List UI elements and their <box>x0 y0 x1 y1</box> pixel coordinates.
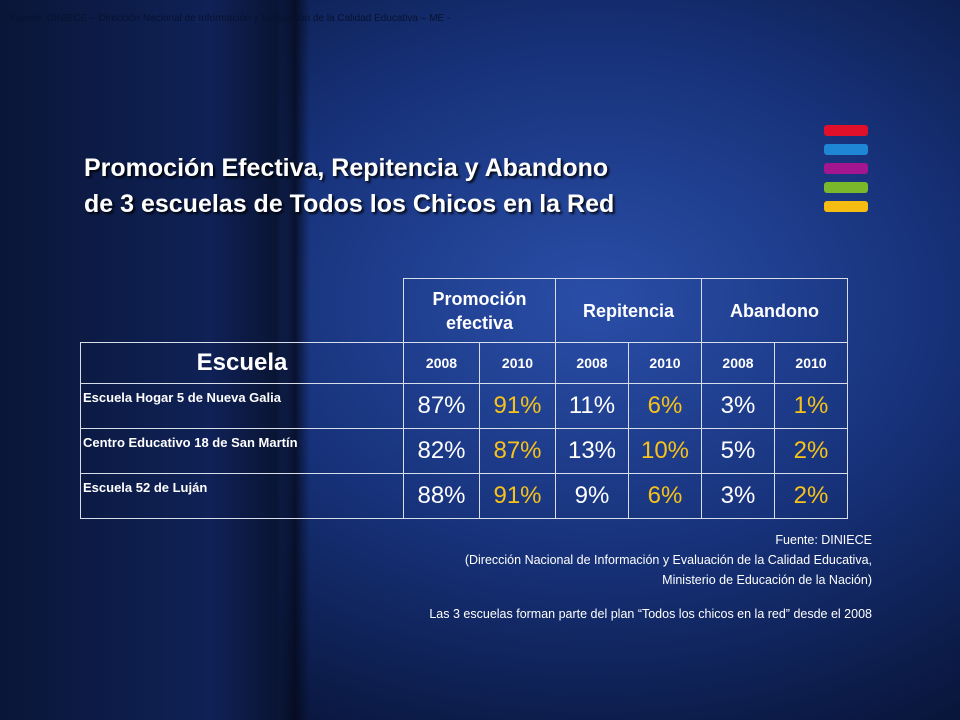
value-cell-2010: 6% <box>628 473 702 519</box>
table-row: Escuela 52 de Luján 88% 91% 9% 6% 3% 2% <box>80 473 848 519</box>
school-name: Escuela 52 de Luján <box>80 473 404 519</box>
value-cell: 13% <box>555 428 629 474</box>
value-cell-2010: 2% <box>774 428 848 474</box>
source-line-4: Las 3 escuelas forman parte del plan “To… <box>429 607 872 621</box>
logo-bar-red <box>824 125 868 136</box>
value-cell: 5% <box>701 428 775 474</box>
value-cell-2010: 1% <box>774 383 848 429</box>
header-abandono: Abandono <box>701 278 848 343</box>
source-gap <box>429 590 872 604</box>
value-cell: 88% <box>403 473 480 519</box>
logo-bar-purple <box>824 163 868 174</box>
title-line-2: de 3 escuelas de Todos los Chicos en la … <box>84 190 615 218</box>
value-cell: 3% <box>701 383 775 429</box>
value-cell: 11% <box>555 383 629 429</box>
slide-title: Promoción Efectiva, Repitencia y Abandon… <box>84 150 724 222</box>
value-cell: 82% <box>403 428 480 474</box>
source-line-2: (Dirección Nacional de Información y Eva… <box>464 553 872 567</box>
top-source-note: Fuente: DINIECE – Dirección Nacional de … <box>10 13 451 24</box>
table-row: Centro Educativo 18 de San Martín 82% 87… <box>80 428 848 474</box>
header-repitencia: Repitencia <box>555 278 702 343</box>
logo-bar-yellow <box>824 201 868 212</box>
year-cell: 2010 <box>628 342 702 384</box>
color-bars-logo <box>824 125 868 220</box>
value-cell: 87% <box>403 383 480 429</box>
source-line-3: Ministerio de Educación de la Nación) <box>662 573 872 587</box>
value-cell-2010: 87% <box>479 428 556 474</box>
value-cell-2010: 91% <box>479 473 556 519</box>
school-name: Escuela Hogar 5 de Nueva Galia <box>80 383 404 429</box>
title-line-1: Promoción Efectiva, Repitencia y Abandon… <box>84 154 609 182</box>
header-promocion: Promoción efectiva <box>403 278 556 343</box>
value-cell-2010: 10% <box>628 428 702 474</box>
table-corner <box>81 279 404 343</box>
year-cell: 2010 <box>774 342 848 384</box>
logo-bar-green <box>824 182 868 193</box>
year-cell: 2008 <box>403 342 480 384</box>
group-header-row: Promoción efectiva Repitencia Abandono <box>81 278 848 343</box>
logo-bar-blue <box>824 144 868 155</box>
source-note: Fuente: DINIECE (Dirección Nacional de I… <box>429 530 872 624</box>
value-cell: 9% <box>555 473 629 519</box>
year-cell: 2010 <box>479 342 556 384</box>
year-cell: 2008 <box>701 342 775 384</box>
header-escuela: Escuela <box>80 342 404 384</box>
year-cell: 2008 <box>555 342 629 384</box>
table-row: Escuela Hogar 5 de Nueva Galia 87% 91% 1… <box>80 383 848 429</box>
school-name: Centro Educativo 18 de San Martín <box>80 428 404 474</box>
value-cell-2010: 2% <box>774 473 848 519</box>
value-cell-2010: 91% <box>479 383 556 429</box>
value-cell-2010: 6% <box>628 383 702 429</box>
year-header-row: Escuela 2008 2010 2008 2010 2008 2010 <box>80 342 848 384</box>
source-line-1: Fuente: DINIECE <box>775 533 872 547</box>
value-cell: 3% <box>701 473 775 519</box>
results-table: Promoción efectiva Repitencia Abandono E… <box>80 278 848 519</box>
